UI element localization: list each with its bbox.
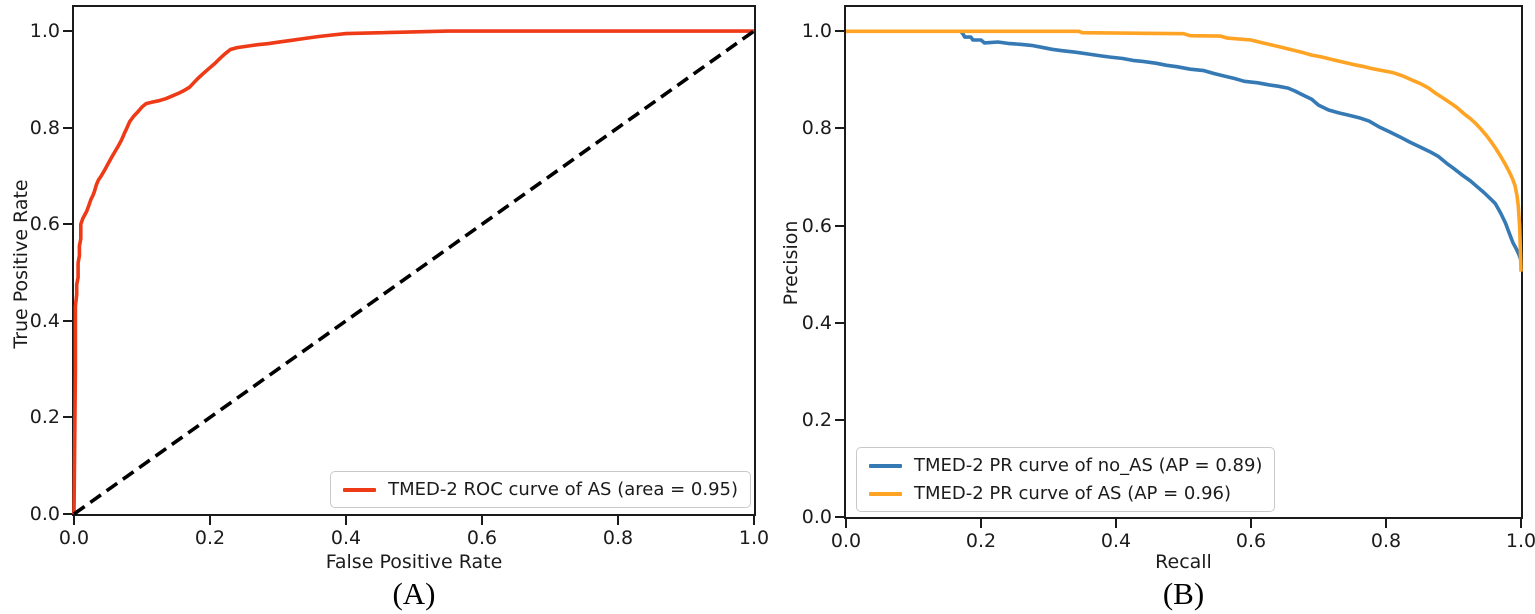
y-tick-mark [63, 513, 72, 515]
y-tick-label: 1.0 [801, 20, 832, 43]
y-tick-mark [835, 127, 844, 130]
y-tick-label: 0.0 [29, 503, 60, 525]
panel-a-legend: TMED-2 ROC curve of AS (area = 0.95) [330, 471, 751, 508]
x-tick-label: 0.6 [466, 527, 498, 549]
x-tick-mark [753, 516, 755, 525]
legend-label-pr-no-as: TMED-2 PR curve of no_AS (AP = 0.89) [914, 455, 1263, 476]
x-tick-mark [980, 519, 982, 528]
x-tick-mark [1115, 519, 1117, 528]
y-tick-mark [63, 126, 72, 129]
x-tick-label: 0.0 [58, 527, 90, 549]
x-tick-mark [1385, 519, 1387, 528]
legend-item-roc-as: TMED-2 ROC curve of AS (area = 0.95) [343, 479, 738, 500]
legend-label-roc-as: TMED-2 ROC curve of AS (area = 0.95) [388, 479, 738, 500]
y-tick-mark [835, 224, 844, 227]
roc-curve-as [72, 29, 754, 515]
panel-b-plot: TMED-2 PR curve of no_AS (AP = 0.89) TME… [802, 5, 1535, 552]
legend-item-pr-as: TMED-2 PR curve of AS (AP = 0.96) [869, 483, 1262, 504]
x-tick-label: 1.0 [1505, 530, 1535, 552]
y-tick-label: 0.8 [801, 117, 832, 140]
x-tick-mark [481, 516, 483, 525]
legend-item-pr-no-as: TMED-2 PR curve of no_AS (AP = 0.89) [869, 455, 1262, 476]
pr-curve-as [846, 29, 1523, 272]
x-tick-mark [1250, 519, 1252, 528]
x-tick-label: 0.6 [1235, 530, 1267, 552]
x-tick-label: 0.2 [965, 530, 997, 552]
legend-label-pr-as: TMED-2 PR curve of AS (AP = 0.96) [914, 483, 1232, 504]
y-tick-mark [63, 416, 72, 419]
x-tick-mark [73, 516, 75, 525]
x-tick-mark [617, 516, 619, 525]
y-tick-label: 1.0 [29, 20, 60, 43]
roc-curve-swatch [343, 487, 377, 492]
panel-b-legend: TMED-2 PR curve of no_AS (AP = 0.89) TME… [856, 447, 1276, 512]
panel-b-xlabel: Recall [1155, 551, 1212, 573]
pr-as-curve-swatch [869, 491, 902, 496]
y-tick-mark [835, 30, 844, 33]
panel-a-xlabel: False Positive Rate [325, 551, 503, 573]
y-tick-label: 0.6 [29, 213, 60, 236]
y-tick-label: 0.6 [801, 214, 832, 237]
x-tick-label: 0.4 [1100, 530, 1132, 552]
panel-a-plot: TMED-2 ROC curve of AS (area = 0.95) 0.0… [30, 5, 769, 549]
x-tick-label: 0.8 [602, 527, 634, 549]
x-tick-mark [209, 516, 211, 525]
y-tick-label: 0.2 [801, 408, 832, 431]
y-tick-mark [63, 30, 72, 33]
x-tick-label: 0.2 [194, 527, 226, 549]
y-tick-label: 0.4 [801, 311, 832, 334]
x-tick-label: 0.8 [1370, 530, 1402, 552]
y-tick-mark [835, 418, 844, 421]
y-tick-mark [835, 321, 844, 324]
y-tick-mark [63, 223, 72, 226]
panel-a-curves [72, 29, 756, 516]
chance-diagonal [72, 29, 756, 516]
x-tick-label: 0.4 [330, 527, 362, 549]
y-tick-label: 0.0 [801, 506, 832, 528]
x-tick-label: 1.0 [738, 527, 770, 549]
panel-b-curves [846, 29, 1523, 272]
pr-no-as-curve-swatch [869, 463, 902, 468]
x-tick-mark [845, 519, 847, 528]
pr-curve-no-as [959, 30, 1523, 262]
x-tick-mark [345, 516, 347, 525]
x-tick-label: 0.0 [830, 530, 862, 552]
x-tick-mark [1520, 519, 1522, 528]
y-tick-label: 0.4 [29, 309, 60, 332]
y-tick-label: 0.2 [29, 406, 60, 429]
y-tick-mark [835, 516, 844, 518]
y-tick-mark [63, 319, 72, 322]
panel-a-caption: (A) [392, 576, 436, 611]
y-tick-label: 0.8 [29, 116, 60, 139]
panel-b-caption: (B) [1162, 576, 1205, 611]
